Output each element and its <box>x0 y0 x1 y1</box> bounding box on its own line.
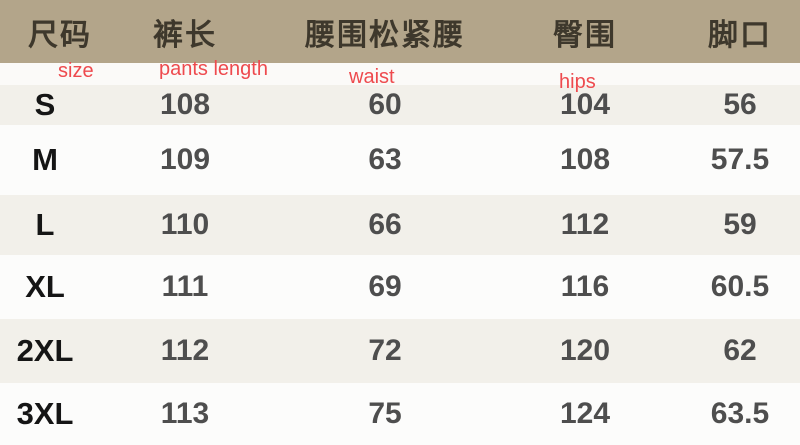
column-header-leg-opening: 脚口 <box>708 18 772 52</box>
cell-hips: 112 <box>560 208 610 241</box>
cell-pants-length: 113 <box>160 397 210 430</box>
cell-hips: 124 <box>559 397 611 430</box>
cell-leg-opening: 60.5 <box>710 270 770 303</box>
table-header-row: 尺码 裤长 腰围松紧腰 臀围 脚口 <box>0 0 800 63</box>
cell-waist: 60 <box>368 88 402 121</box>
column-header-waist: 腰围松紧腰 <box>305 18 465 52</box>
table-row-l: L 110 66 112 59 <box>0 195 800 255</box>
annotation-waist-label: waist <box>349 66 395 88</box>
annotation-size-label: size <box>58 60 94 82</box>
cell-hips: 120 <box>559 334 611 367</box>
cell-pants-length: 109 <box>159 143 211 176</box>
cell-leg-opening: 57.5 <box>710 143 770 176</box>
cell-hips: 104 <box>559 88 611 121</box>
cell-leg-opening: 59 <box>723 208 757 241</box>
table-row-3xl: 3XL 113 75 124 63.5 <box>0 383 800 445</box>
cell-size: M <box>32 142 58 177</box>
cell-size: 2XL <box>16 333 74 368</box>
cell-size: 3XL <box>16 396 74 431</box>
cell-size: L <box>35 207 55 242</box>
cell-waist: 75 <box>368 397 402 430</box>
annotation-strip <box>0 63 800 85</box>
cell-waist: 63 <box>368 143 402 176</box>
column-header-hips: 臀围 <box>553 18 617 52</box>
table-row-xl: XL 111 69 116 60.5 <box>0 255 800 319</box>
cell-size: S <box>34 87 56 122</box>
cell-waist: 69 <box>368 270 402 303</box>
cell-waist: 72 <box>368 334 402 367</box>
annotation-pants-length-label: pants length <box>159 58 268 80</box>
table-row-m: M 109 63 108 57.5 <box>0 125 800 195</box>
cell-hips: 108 <box>559 143 611 176</box>
cell-pants-length: 112 <box>160 334 210 367</box>
column-header-size: 尺码 <box>28 18 92 52</box>
cell-size: XL <box>25 269 65 304</box>
cell-pants-length: 108 <box>159 88 211 121</box>
column-header-pants-length: 裤长 <box>153 18 217 52</box>
cell-hips: 116 <box>560 270 610 303</box>
table-row-2xl: 2XL 112 72 120 62 <box>0 319 800 383</box>
cell-pants-length: 110 <box>160 208 210 241</box>
annotation-hips-label: hips <box>559 71 596 93</box>
cell-waist: 66 <box>368 208 402 241</box>
table-row-s: S 108 60 104 56 <box>0 85 800 125</box>
cell-pants-length: 111 <box>161 270 209 303</box>
cell-leg-opening: 63.5 <box>710 397 770 430</box>
cell-leg-opening: 56 <box>723 88 757 121</box>
cell-leg-opening: 62 <box>723 334 757 367</box>
